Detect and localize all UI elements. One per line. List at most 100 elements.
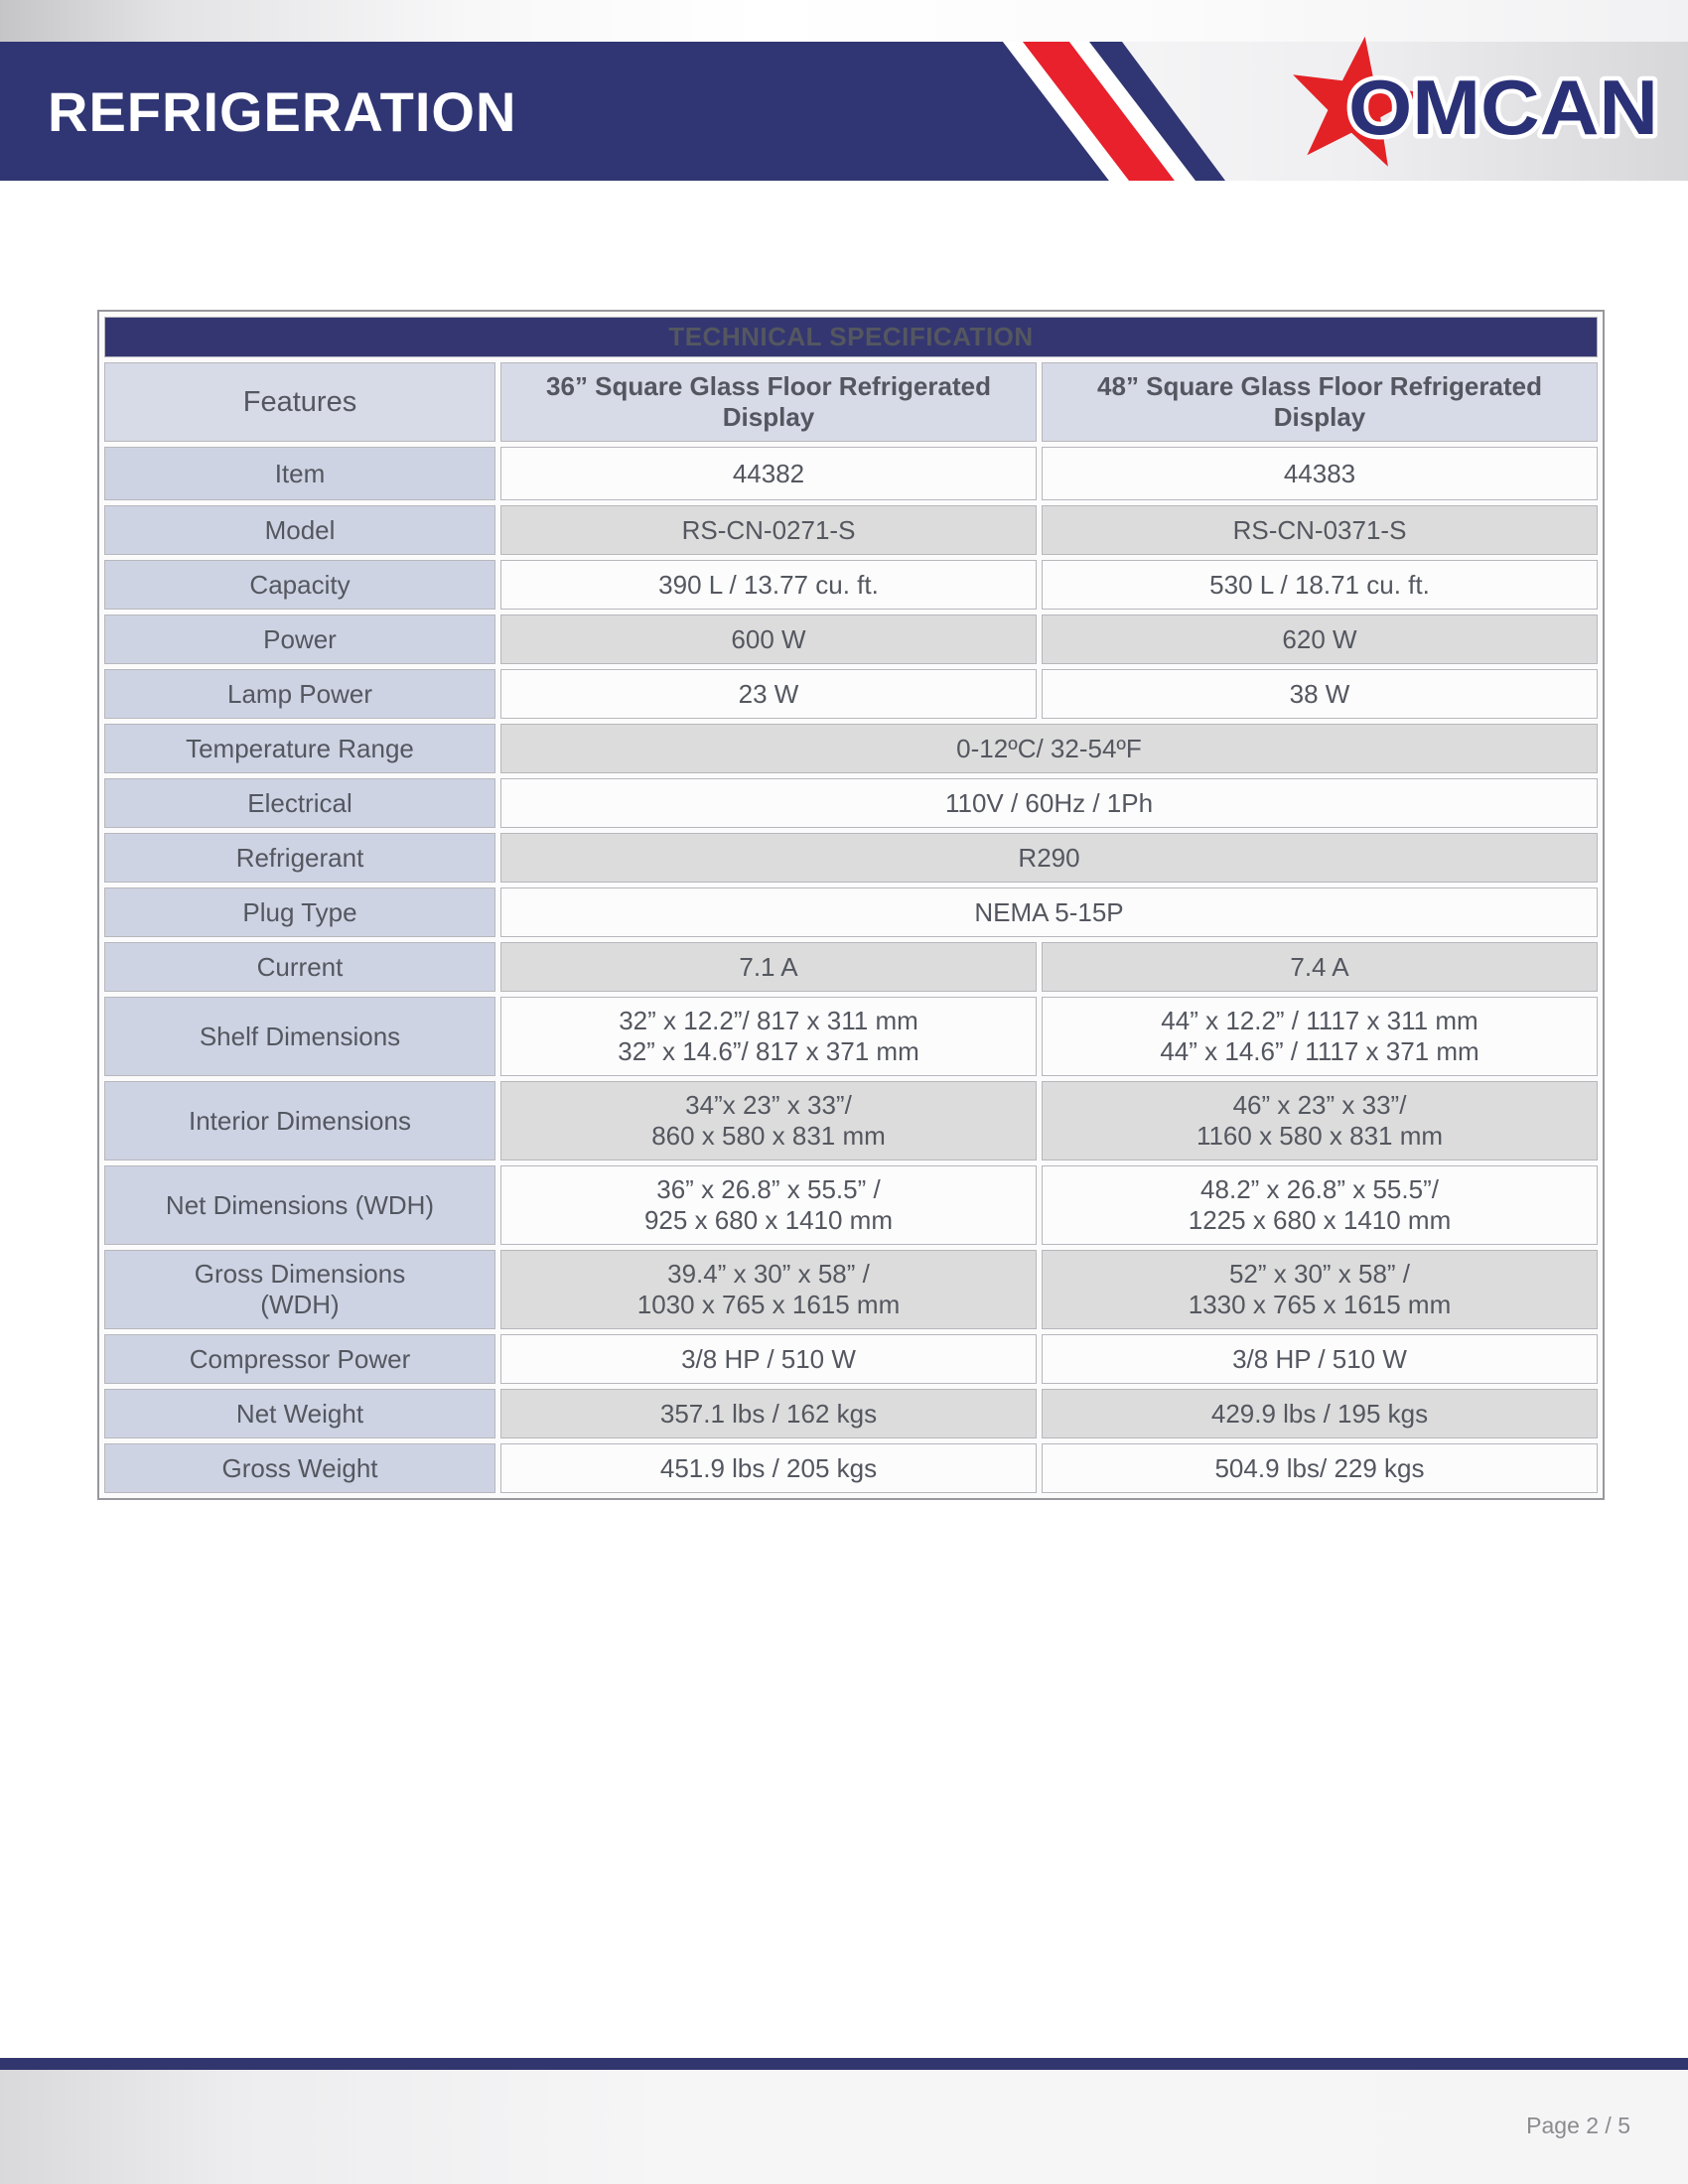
item-number-36: 44382 — [500, 447, 1037, 500]
dimension-line: 1330 x 765 x 1615 mm — [1188, 1290, 1452, 1319]
interior-dimensions-36: 34”x 23” x 33”/ 860 x 580 x 831 mm — [500, 1081, 1037, 1160]
interior-dimensions-48: 46” x 23” x 33”/ 1160 x 580 x 831 mm — [1042, 1081, 1598, 1160]
dimension-line: 36” x 26.8” x 55.5” / — [656, 1174, 881, 1204]
refrigerant-value: R290 — [500, 833, 1598, 883]
table-row-power: Power 600 W 620 W — [104, 614, 1598, 664]
spec-table-container: TECHNICAL SPECIFICATION Features 36” Squ… — [97, 310, 1605, 1500]
temperature-range-value: 0-12ºC/ 32-54ºF — [500, 724, 1598, 773]
table-title-row: TECHNICAL SPECIFICATION — [104, 317, 1598, 357]
logo-wordmark: OMCAN — [1348, 64, 1658, 151]
lamp-power-48: 38 W — [1042, 669, 1598, 719]
row-label: Temperature Range — [104, 724, 495, 773]
page-number: Page 2 / 5 — [1526, 2113, 1630, 2138]
capacity-36: 390 L / 13.77 cu. ft. — [500, 560, 1037, 610]
dimension-line: 1160 x 580 x 831 mm — [1196, 1121, 1444, 1151]
gross-weight-48: 504.9 lbs/ 229 kgs — [1042, 1443, 1598, 1493]
net-weight-48: 429.9 lbs / 195 kgs — [1042, 1389, 1598, 1438]
table-row-current: Current 7.1 A 7.4 A — [104, 942, 1598, 992]
column-header-product-48: 48” Square Glass Floor Refrigerated Disp… — [1042, 362, 1598, 442]
dimension-line: 1225 x 680 x 1410 mm — [1188, 1205, 1452, 1235]
table-row-lamp-power: Lamp Power 23 W 38 W — [104, 669, 1598, 719]
header-blue-band — [0, 42, 1109, 181]
table-row-gross-weight: Gross Weight 451.9 lbs / 205 kgs 504.9 l… — [104, 1443, 1598, 1493]
item-number-48: 44383 — [1042, 447, 1598, 500]
table-row-refrigerant: Refrigerant R290 — [104, 833, 1598, 883]
model-36: RS-CN-0271-S — [500, 505, 1037, 555]
table-row-electrical: Electrical 110V / 60Hz / 1Ph — [104, 778, 1598, 828]
current-48: 7.4 A — [1042, 942, 1598, 992]
table-row-shelf-dimensions: Shelf Dimensions 32” x 12.2”/ 817 x 311 … — [104, 997, 1598, 1076]
table-row-item: Item 44382 44383 — [104, 447, 1598, 500]
row-label: Model — [104, 505, 495, 555]
net-dimensions-36: 36” x 26.8” x 55.5” / 925 x 680 x 1410 m… — [500, 1165, 1037, 1245]
shelf-dimensions-48: 44” x 12.2” / 1117 x 311 mm 44” x 14.6” … — [1042, 997, 1598, 1076]
row-label: Compressor Power — [104, 1334, 495, 1384]
dimension-line: 39.4” x 30” x 58” / — [667, 1259, 870, 1289]
table-title: TECHNICAL SPECIFICATION — [104, 317, 1598, 357]
dimension-line: 44” x 14.6” / 1117 x 371 mm — [1160, 1036, 1479, 1066]
row-label: Shelf Dimensions — [104, 997, 495, 1076]
top-gradient-strip — [0, 0, 1688, 42]
table-row-interior-dimensions: Interior Dimensions 34”x 23” x 33”/ 860 … — [104, 1081, 1598, 1160]
row-label: Power — [104, 614, 495, 664]
row-label: Gross Weight — [104, 1443, 495, 1493]
row-label: Plug Type — [104, 887, 495, 937]
capacity-48: 530 L / 18.71 cu. ft. — [1042, 560, 1598, 610]
table-row-plug-type: Plug Type NEMA 5-15P — [104, 887, 1598, 937]
table-row-model: Model RS-CN-0271-S RS-CN-0371-S — [104, 505, 1598, 555]
gross-weight-36: 451.9 lbs / 205 kgs — [500, 1443, 1037, 1493]
model-48: RS-CN-0371-S — [1042, 505, 1598, 555]
footer-gradient-strip — [0, 2070, 1688, 2184]
dimension-line: 32” x 12.2”/ 817 x 311 mm — [619, 1006, 918, 1035]
dimension-line: 32” x 14.6”/ 817 x 371 mm — [618, 1036, 919, 1066]
current-36: 7.1 A — [500, 942, 1037, 992]
dimension-line: 52” x 30” x 58” / — [1228, 1259, 1411, 1289]
column-header-features: Features — [104, 362, 495, 442]
row-label: Interior Dimensions — [104, 1081, 495, 1160]
header-white-stripe-2 — [1069, 42, 1196, 181]
table-row-capacity: Capacity 390 L / 13.77 cu. ft. 530 L / 1… — [104, 560, 1598, 610]
dimension-line: 44” x 12.2” / 1117 x 311 mm — [1161, 1006, 1478, 1035]
table-row-net-weight: Net Weight 357.1 lbs / 162 kgs 429.9 lbs… — [104, 1389, 1598, 1438]
page-title: REFRIGERATION — [48, 79, 517, 143]
dimension-line: 48.2” x 26.8” x 55.5”/ — [1200, 1174, 1439, 1204]
dimension-line: 46” x 23” x 33”/ — [1232, 1090, 1407, 1120]
row-label: Lamp Power — [104, 669, 495, 719]
row-label-line: (WDH) — [260, 1290, 340, 1319]
electrical-value: 110V / 60Hz / 1Ph — [500, 778, 1598, 828]
omcan-logo: OMCAN — [1293, 36, 1663, 167]
dimension-line: 1030 x 765 x 1615 mm — [636, 1290, 901, 1319]
footer-blue-bar — [0, 2058, 1688, 2070]
net-dimensions-48: 48.2” x 26.8” x 55.5”/ 1225 x 680 x 1410… — [1042, 1165, 1598, 1245]
shelf-dimensions-36: 32” x 12.2”/ 817 x 311 mm 32” x 14.6”/ 8… — [500, 997, 1037, 1076]
compressor-power-36: 3/8 HP / 510 W — [500, 1334, 1037, 1384]
gross-dimensions-36: 39.4” x 30” x 58” / 1030 x 765 x 1615 mm — [500, 1250, 1037, 1329]
dimension-line: 34”x 23” x 33”/ — [685, 1090, 852, 1120]
compressor-power-48: 3/8 HP / 510 W — [1042, 1334, 1598, 1384]
power-48: 620 W — [1042, 614, 1598, 664]
net-weight-36: 357.1 lbs / 162 kgs — [500, 1389, 1037, 1438]
table-row-compressor-power: Compressor Power 3/8 HP / 510 W 3/8 HP /… — [104, 1334, 1598, 1384]
row-label: Refrigerant — [104, 833, 495, 883]
row-label: Net Dimensions (WDH) — [104, 1165, 495, 1245]
row-label: Item — [104, 447, 495, 500]
row-label: Electrical — [104, 778, 495, 828]
dimension-line: 925 x 680 x 1410 mm — [643, 1205, 894, 1235]
header-band-graphic — [0, 42, 1225, 181]
power-36: 600 W — [500, 614, 1037, 664]
header-blue-stripe — [1089, 42, 1225, 181]
logo-star-icon — [1293, 36, 1424, 167]
row-label: Net Weight — [104, 1389, 495, 1438]
page-header: REFRIGERATION OMCAN — [0, 0, 1688, 181]
gross-dimensions-48: 52” x 30” x 58” / 1330 x 765 x 1615 mm — [1042, 1250, 1598, 1329]
page-footer: Page 2 / 5 — [0, 2058, 1688, 2184]
header-red-stripe — [1023, 42, 1175, 181]
technical-specification-table: TECHNICAL SPECIFICATION Features 36” Squ… — [97, 310, 1605, 1500]
row-label-line: Gross Dimensions — [194, 1259, 406, 1289]
table-header-row: Features 36” Square Glass Floor Refriger… — [104, 362, 1598, 442]
header-white-stripe-1 — [1003, 42, 1129, 181]
column-header-product-36: 36” Square Glass Floor Refrigerated Disp… — [500, 362, 1037, 442]
plug-type-value: NEMA 5-15P — [500, 887, 1598, 937]
table-row-gross-dimensions: Gross Dimensions (WDH) 39.4” x 30” x 58”… — [104, 1250, 1598, 1329]
row-label: Gross Dimensions (WDH) — [104, 1250, 495, 1329]
